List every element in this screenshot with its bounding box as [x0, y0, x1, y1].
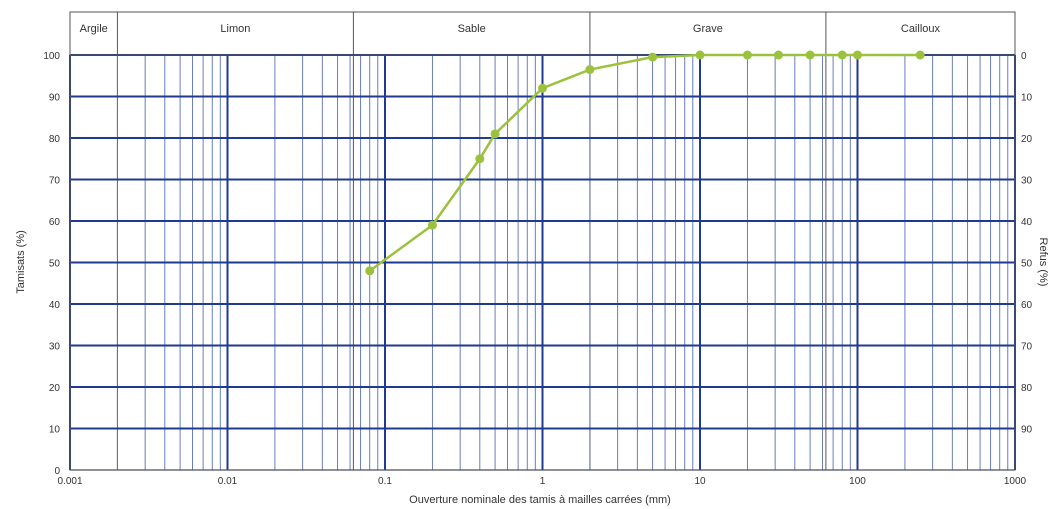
- data-point: [742, 50, 752, 60]
- y2-tick-label: 10: [1021, 93, 1033, 104]
- y-tick-label: 100: [43, 51, 60, 62]
- grid: [69, 54, 1016, 471]
- y-tick-label: 70: [49, 176, 61, 187]
- x-tick-label: 0.1: [378, 476, 392, 487]
- x-tick-label: 1: [540, 476, 546, 487]
- x-tick-label: 10: [694, 476, 706, 487]
- y-tick-label: 40: [49, 300, 61, 311]
- data-point: [853, 50, 862, 60]
- series-layer: [365, 50, 925, 276]
- data-point: [915, 50, 925, 60]
- band-label: Limon: [220, 23, 250, 35]
- x-tick-label: 0.001: [57, 476, 82, 487]
- data-point: [365, 266, 375, 276]
- y2-tick-label: 50: [1021, 259, 1033, 270]
- y2-tick-label: 90: [1021, 425, 1033, 436]
- x-tick-label: 100: [849, 476, 866, 487]
- y-tick-label: 90: [49, 93, 61, 104]
- data-point: [695, 50, 705, 60]
- data-point: [805, 50, 815, 60]
- x-tick-label: 1000: [1004, 476, 1027, 487]
- y2-tick-label: 20: [1021, 134, 1033, 145]
- band-label: Grave: [693, 23, 723, 35]
- y2-tick-label: 30: [1021, 176, 1033, 187]
- band-label: Argile: [80, 23, 108, 35]
- y2-tick-label: 40: [1021, 217, 1033, 228]
- data-point: [427, 220, 437, 230]
- y-tick-label: 30: [49, 342, 61, 353]
- soil-class-bands: Argile Limon Sable Grave Cailloux: [80, 12, 941, 470]
- y2-tick-label: 0: [1021, 51, 1027, 62]
- data-point: [585, 65, 595, 75]
- y-tick-label: 50: [49, 259, 61, 270]
- data-point: [475, 154, 485, 164]
- series-line: [369, 53, 921, 272]
- data-point: [538, 83, 547, 93]
- y2-axis-title: Refus (%): [1037, 238, 1049, 287]
- y-tick-label: 20: [49, 383, 61, 394]
- y2-tick-label: 60: [1021, 300, 1033, 311]
- data-point: [837, 50, 847, 60]
- data-point: [773, 50, 783, 60]
- x-axis-title: Ouverture nominale des tamis à mailles c…: [409, 494, 671, 506]
- y-tick-label: 10: [49, 425, 61, 436]
- y-tick-label: 80: [49, 134, 61, 145]
- y-tick-label: 0: [54, 466, 60, 477]
- axis-labels: 0.001 0.01 0.1 1 10 100 1000010203040506070809…: [43, 51, 1032, 487]
- y-tick-label: 60: [49, 217, 61, 228]
- band-label: Sable: [458, 23, 486, 35]
- y2-tick-label: 70: [1021, 342, 1033, 353]
- y-axis-title: Tamisats (%): [15, 230, 27, 294]
- data-point: [490, 129, 500, 139]
- outer-frame: [69, 11, 1016, 471]
- x-tick-label: 0.01: [218, 476, 238, 487]
- y2-tick-label: 80: [1021, 383, 1033, 394]
- data-point: [648, 52, 658, 62]
- band-label: Cailloux: [901, 23, 941, 35]
